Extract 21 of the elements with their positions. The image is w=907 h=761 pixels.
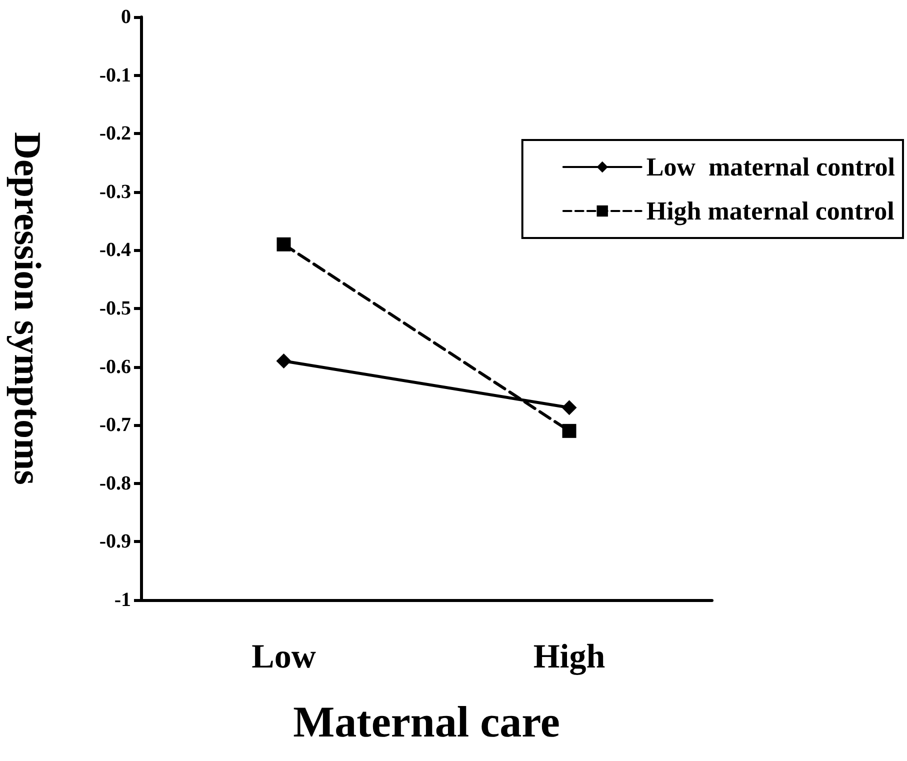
x-tick-label: High bbox=[533, 638, 606, 676]
point bbox=[562, 400, 577, 416]
y-tick-label: -0.9 bbox=[99, 530, 131, 553]
point bbox=[276, 237, 291, 252]
legend-label: Low maternal control bbox=[646, 152, 896, 182]
point bbox=[276, 353, 292, 368]
x-axis-title: Maternal care bbox=[293, 698, 560, 746]
y-tick-label: -1 bbox=[114, 589, 131, 611]
legend-label: High maternal control bbox=[646, 196, 894, 226]
y-tick-label: -0.1 bbox=[99, 64, 131, 86]
y-tick-label: -0.8 bbox=[99, 472, 131, 494]
y-tick-label: -0.3 bbox=[99, 180, 131, 203]
y-tick-label: -0.2 bbox=[99, 122, 131, 145]
x-tick-label: Low bbox=[252, 638, 316, 676]
y-tick-label: -0.4 bbox=[99, 239, 131, 262]
y-tick-label: -0.7 bbox=[99, 414, 131, 436]
y-tick-label: -0.6 bbox=[99, 356, 131, 378]
point bbox=[562, 424, 576, 438]
y-tick-label: -0.5 bbox=[99, 298, 131, 320]
y-axis-title: Depression symptoms bbox=[6, 132, 48, 485]
y-tick-label: 0 bbox=[121, 6, 131, 28]
